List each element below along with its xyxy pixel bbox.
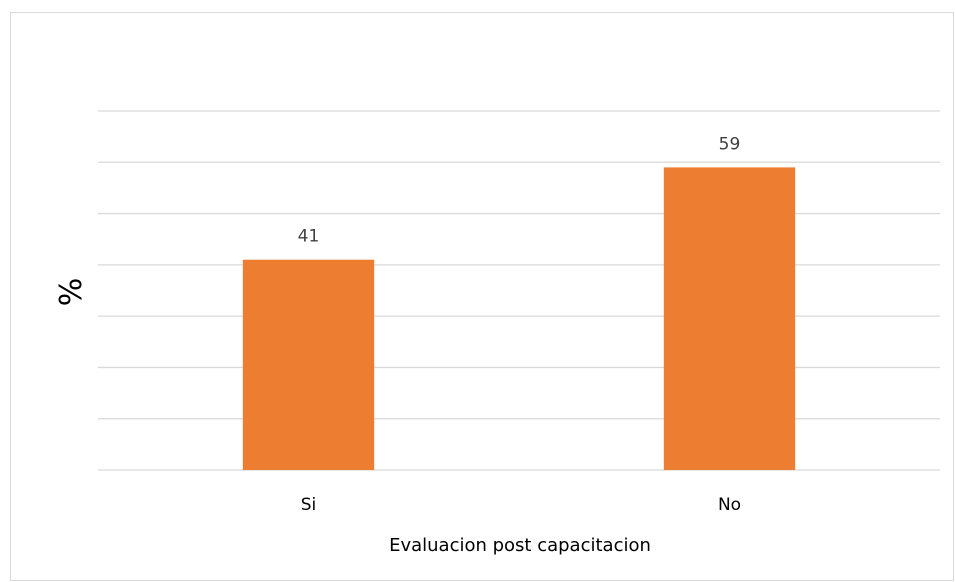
chart-frame (10, 12, 954, 581)
data-label-no: 59 (719, 134, 741, 154)
category-labels: Si No (301, 495, 741, 515)
gridlines (98, 110, 940, 471)
data-label-si: 41 (298, 227, 320, 247)
category-label-si: Si (301, 495, 317, 515)
bar-no (663, 167, 796, 470)
category-label-no: No (718, 495, 741, 515)
y-axis-title: % (54, 278, 89, 307)
x-axis-title: Evaluacion post capacitacion (389, 535, 651, 556)
bar-si (242, 259, 375, 470)
bars (242, 167, 796, 470)
data-labels: 41 59 (298, 134, 741, 246)
